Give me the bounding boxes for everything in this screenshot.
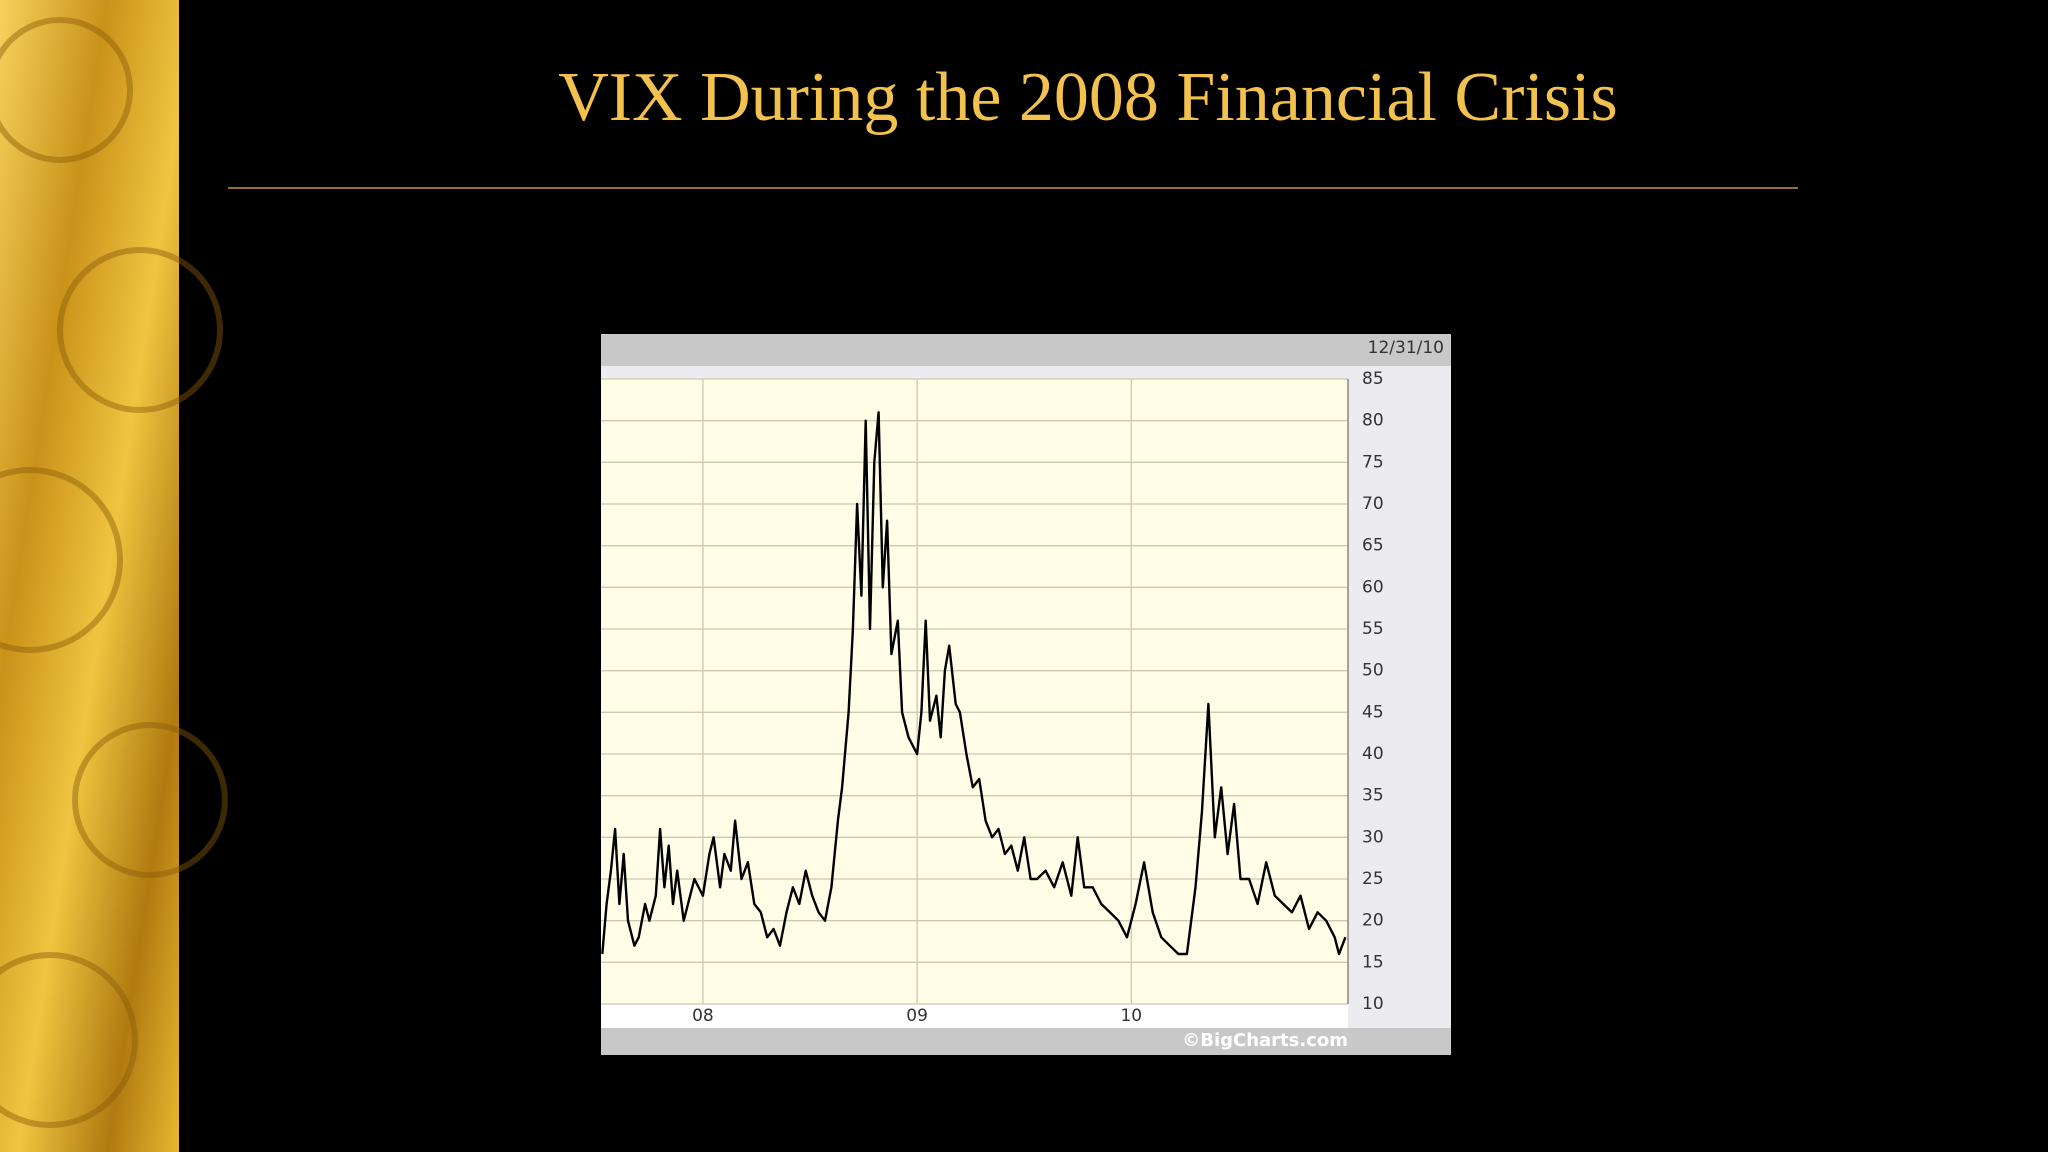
y-tick-label: 55 [1362,619,1384,639]
y-tick-label: 60 [1362,577,1384,597]
x-tick-label: 08 [692,1006,714,1026]
y-tick-label: 40 [1362,744,1384,764]
y-tick-label: 85 [1362,369,1384,389]
x-tick-label: 10 [1120,1006,1142,1026]
y-tick-label: 80 [1362,411,1384,431]
y-tick-label: 10 [1362,994,1384,1014]
y-tick-label: 15 [1362,952,1384,972]
y-tick-label: 20 [1362,911,1384,931]
vix-line [601,411,1347,956]
sidebar-decor [0,17,228,1128]
y-tick-label: 35 [1362,786,1384,806]
y-tick-label: 50 [1362,661,1384,681]
plot-area [601,379,1348,1004]
date-label: 12/31/10 [1368,338,1444,358]
source: ©BigCharts.com [1182,1030,1348,1051]
sidebar [0,0,179,1152]
y-tick-label: 75 [1362,452,1384,472]
y-tick-label: 70 [1362,494,1384,514]
y-tick-label: 30 [1362,827,1384,847]
y-tick-label: 45 [1362,702,1384,722]
y-tick-label: 65 [1362,536,1384,556]
chart: 12/31/10 ©BigCharts.com 10 15 20 25 30 35 40 45… [601,334,1451,1055]
y-tick-label: 25 [1362,869,1384,889]
x-tick-label: 09 [906,1006,928,1026]
slide-title: VIX During the 2008 Financial Crisis [558,59,1618,136]
x-axis-band [601,1004,1348,1028]
